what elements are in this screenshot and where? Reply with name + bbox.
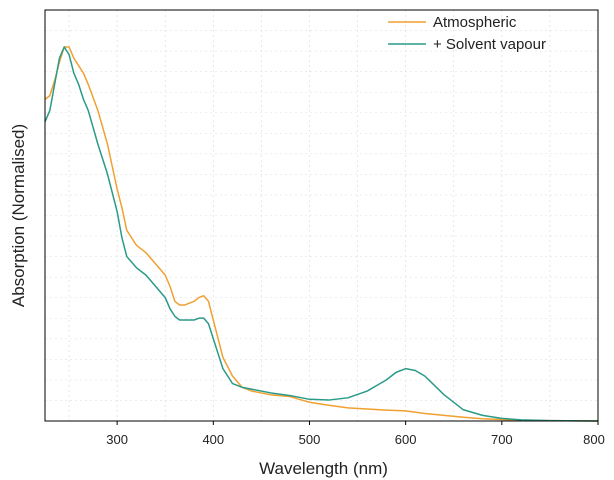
series-line-solvent-vapour xyxy=(44,46,599,422)
legend-label-atmospheric: Atmospheric xyxy=(433,14,517,31)
y-axis-label: Absorption (Normalised) xyxy=(9,124,28,307)
x-tick-label: 800 xyxy=(583,432,605,447)
x-tick-label: 500 xyxy=(299,432,321,447)
x-tick-label: 600 xyxy=(395,432,417,447)
x-tick-label: 700 xyxy=(491,432,513,447)
legend: Atmospheric + Solvent vapour xyxy=(388,14,546,53)
legend-label-solvent-vapour: + Solvent vapour xyxy=(433,36,546,53)
x-tick-label: 400 xyxy=(202,432,224,447)
x-axis-label: Wavelength (nm) xyxy=(259,459,388,478)
x-axis-ticks: 300 400 500 600 700 800 xyxy=(106,421,605,447)
series-lines xyxy=(44,46,599,422)
plot-frame xyxy=(44,9,599,422)
series-line-atmospheric xyxy=(44,46,599,422)
grid-lines xyxy=(45,10,598,421)
x-tick-label: 300 xyxy=(106,432,128,447)
